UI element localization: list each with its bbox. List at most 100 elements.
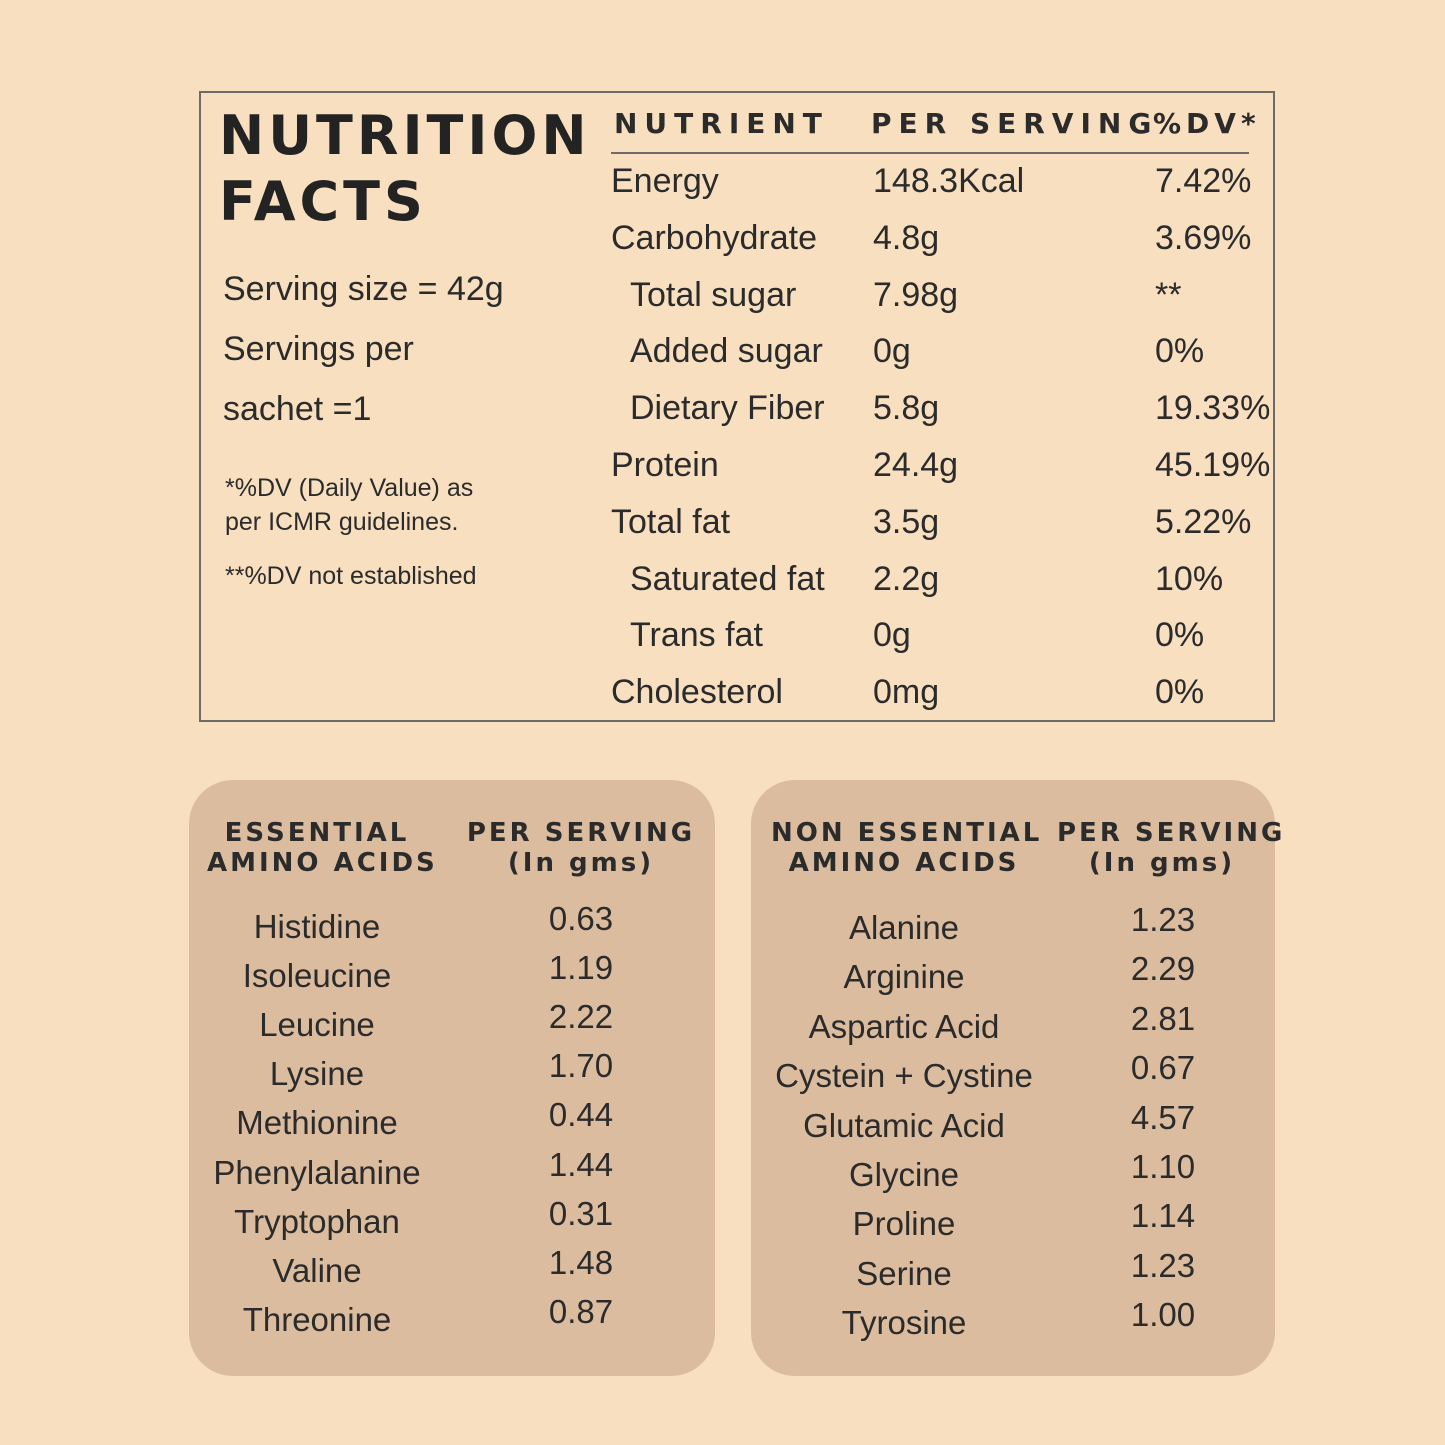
- amino-acid-row: Tyrosine 1.00: [751, 1296, 1275, 1347]
- amino-acid-row: Lysine 1.70: [189, 1047, 715, 1098]
- amino-acid-value: 1.70: [548, 1047, 614, 1085]
- amino-acid-value: 1.19: [548, 949, 614, 987]
- amino-acid-value: 0.63: [548, 900, 614, 937]
- servings-per-line-2: sachet =1: [223, 390, 372, 428]
- amino-acid-row: Threonine 0.87: [189, 1293, 715, 1344]
- amino-acid-row: Methionine 0.44: [189, 1096, 715, 1147]
- amino-acid-value: 1.44: [548, 1145, 614, 1183]
- amino-acid-name: Proline: [852, 1205, 956, 1243]
- non-essential-value-header: PER SERVING (In gms): [1057, 818, 1286, 878]
- amino-acid-value: 0.67: [1130, 1049, 1196, 1087]
- nutrient-row: Energy 148.3Kcal 7.42%: [201, 153, 1273, 210]
- nutrient-dv: 5.22%: [1155, 502, 1252, 541]
- nutrient-name: Saturated fat: [630, 559, 825, 598]
- nutrient-value: 2.2g: [873, 559, 940, 598]
- dv-note-line-1: *%DV (Daily Value) as: [225, 474, 474, 502]
- title-line-1: NUTRITION: [219, 104, 591, 167]
- amino-acid-value: 1.23: [1130, 901, 1196, 938]
- essential-amino-acids-panel: ESSENTIAL AMINO ACIDS PER SERVING (In gm…: [189, 780, 715, 1376]
- nutrient-value: 7.98g: [873, 275, 959, 314]
- non-essential-name-header-line-1: NON ESSENTIAL: [771, 818, 1043, 848]
- essential-name-header-line-2: AMINO ACIDS: [207, 848, 438, 878]
- amino-acid-name: Tyrosine: [841, 1304, 967, 1342]
- amino-acid-name: Arginine: [843, 958, 965, 996]
- nutrient-name: Total fat: [611, 502, 731, 541]
- nutrient-dv: **: [1155, 275, 1182, 314]
- amino-acid-name: Aspartic Acid: [808, 1007, 1000, 1045]
- nutrient-row: Cholesterol 0mg 0%: [201, 664, 1273, 721]
- amino-acid-value: 2.81: [1130, 999, 1196, 1037]
- amino-acid-value: 0.31: [548, 1194, 614, 1232]
- amino-acid-row: Histidine 0.63: [189, 900, 715, 951]
- nutrient-name: Dietary Fiber: [630, 389, 825, 428]
- nutrient-value: 0g: [873, 616, 911, 655]
- nutrient-row: Total fat 3.5g 5.22%: [201, 494, 1273, 551]
- amino-acid-row: Aspartic Acid 2.81: [751, 1000, 1275, 1051]
- header-divider: [611, 152, 1249, 154]
- amino-acid-name: Cystein + Cystine: [775, 1057, 1033, 1095]
- nutrient-value: 0mg: [873, 673, 940, 712]
- non-essential-value-header-line-2: (In gms): [1088, 848, 1236, 878]
- nutrient-row: Dietary Fiber 5.8g 19.33%: [201, 380, 1273, 437]
- amino-acid-row: Proline 1.14: [751, 1197, 1275, 1248]
- nutrient-dv: 0%: [1155, 673, 1205, 712]
- nutrient-dv: 19.33%: [1155, 389, 1271, 428]
- nutrient-name: Protein: [611, 446, 719, 484]
- amino-acid-row: Isoleucine 1.19: [189, 949, 715, 1000]
- nutrient-column-header: NUTRIENT: [614, 107, 829, 140]
- nutrient-value: 4.8g: [873, 218, 940, 257]
- amino-acid-value: 0.87: [548, 1292, 614, 1330]
- amino-acid-value: 0.44: [548, 1096, 614, 1134]
- nutrient-dv: 0%: [1155, 332, 1205, 371]
- nutrient-dv: 10%: [1155, 559, 1224, 598]
- amino-acid-value: 1.00: [1130, 1296, 1196, 1334]
- amino-acid-name: Valine: [272, 1251, 362, 1289]
- serving-size: Serving size = 42g: [223, 270, 504, 308]
- non-essential-value-header-line-1: PER SERVING: [1057, 818, 1286, 848]
- nutrient-name: Added sugar: [630, 332, 823, 371]
- nutrient-row: Protein 24.4g 45.19%: [201, 437, 1273, 494]
- nutrient-value: 5.8g: [873, 389, 940, 428]
- amino-acid-name: Alanine: [848, 909, 960, 946]
- amino-acid-value: 1.48: [548, 1243, 614, 1281]
- amino-acid-name: Glutamic Acid: [803, 1106, 1005, 1144]
- dv-note: *%DV (Daily Value) as per ICMR guideline…: [225, 471, 525, 539]
- amino-acid-name: Lysine: [269, 1055, 365, 1093]
- amino-acid-name: Leucine: [259, 1006, 375, 1044]
- nutrient-value: 148.3Kcal: [873, 162, 1025, 200]
- amino-acid-name: Glycine: [848, 1156, 960, 1193]
- amino-acid-row: Arginine 2.29: [751, 950, 1275, 1001]
- amino-acid-value: 2.29: [1130, 950, 1196, 988]
- nutrition-facts-title: NUTRITION FACTS: [219, 103, 591, 235]
- nutrient-row: Added sugar 0g 0%: [201, 323, 1273, 380]
- amino-acid-name: Serine: [856, 1254, 952, 1292]
- nutrient-name: Total sugar: [630, 275, 797, 314]
- amino-acid-value: 2.22: [548, 998, 614, 1036]
- non-essential-name-header: NON ESSENTIAL AMINO ACIDS: [771, 818, 1043, 878]
- servings-per-line-1: Servings per: [223, 330, 414, 368]
- amino-acid-row: Phenylalanine 1.44: [189, 1146, 715, 1197]
- amino-acid-row: Leucine 2.22: [189, 998, 715, 1049]
- nutrient-dv: 0%: [1155, 616, 1205, 655]
- amino-acid-value: 1.10: [1130, 1148, 1196, 1185]
- amino-acid-value: 1.14: [1130, 1197, 1196, 1235]
- non-essential-name-header-line-2: AMINO ACIDS: [788, 848, 1020, 878]
- nutrient-dv: 45.19%: [1155, 446, 1271, 484]
- non-essential-amino-acids-panel: NON ESSENTIAL AMINO ACIDS PER SERVING (I…: [751, 780, 1286, 1376]
- nutrient-name: Cholesterol: [611, 673, 783, 712]
- amino-acid-name: Phenylalanine: [213, 1153, 421, 1191]
- nutrient-row: Carbohydrate 4.8g 3.69%: [201, 210, 1273, 267]
- essential-value-header: PER SERVING (In gms): [461, 818, 701, 878]
- amino-acid-value: 4.57: [1130, 1098, 1196, 1136]
- amino-acid-name: Histidine: [253, 908, 381, 945]
- amino-acid-name: Isoleucine: [242, 957, 392, 995]
- essential-name-header-line-1: ESSENTIAL: [224, 818, 410, 848]
- amino-acid-row: Tryptophan 0.31: [189, 1195, 715, 1246]
- nutrient-dv: 3.69%: [1155, 218, 1252, 257]
- amino-acid-row: Serine 1.23: [751, 1247, 1275, 1298]
- title-line-2: FACTS: [219, 170, 427, 233]
- nutrient-value: 3.5g: [873, 502, 940, 541]
- nutrient-value: 0g: [873, 332, 911, 371]
- amino-acid-name: Methionine: [236, 1104, 398, 1142]
- essential-name-header: ESSENTIAL AMINO ACIDS: [207, 818, 438, 878]
